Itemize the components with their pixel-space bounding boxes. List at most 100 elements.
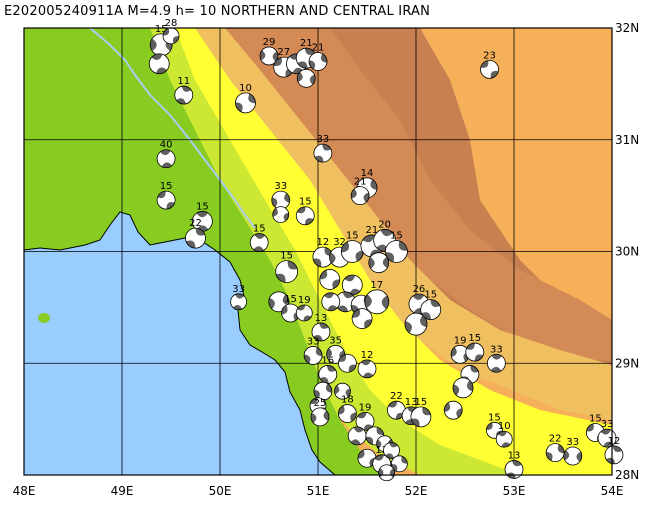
foothill-band (180, 28, 612, 420)
beachball-quadrant (586, 423, 594, 432)
beachball-quadrant (287, 260, 298, 270)
island (38, 313, 50, 323)
mountain-band (190, 28, 612, 360)
event-depth-label: 12 (608, 436, 621, 447)
beachball-quadrant (160, 149, 171, 156)
beachball-quadrant (363, 424, 373, 431)
beachball-quadrant (376, 439, 382, 449)
event-beachball: 12 (604, 436, 624, 465)
event-beachball: 16 (318, 355, 338, 384)
event-beachball: 17 (364, 280, 390, 315)
beachball-quadrant (576, 451, 582, 462)
beachball-quadrant (412, 293, 425, 300)
beachball-base (297, 69, 316, 88)
event-beachball (319, 269, 341, 290)
beachball-outline (368, 252, 390, 274)
beachball-quadrant (304, 218, 314, 225)
beachball-quadrant (422, 407, 431, 416)
event-depth-label: 16 (321, 355, 334, 366)
beachball-outline (443, 400, 463, 420)
x-tick-label: 48E (13, 484, 36, 498)
beachball-quadrant (322, 144, 332, 151)
beachball-outline (485, 421, 503, 439)
event-depth-label: 19 (454, 335, 467, 346)
beachball-quadrant (388, 401, 398, 408)
beachball-outline (378, 464, 396, 482)
beachball-quadrant (254, 233, 265, 239)
event-depth-label: 12 (361, 350, 374, 361)
y-tick-label: 28N (615, 468, 639, 482)
event-depth-label: 15 (155, 24, 168, 35)
event-depth-label: 12 (375, 445, 388, 456)
beachball-quadrant (195, 228, 205, 236)
beachball-outline (174, 85, 194, 105)
event-beachball: 12 (357, 350, 377, 379)
beachball-outline (313, 143, 333, 163)
beachball-quadrant (260, 50, 266, 61)
event-beachball (296, 68, 316, 88)
beachball-outline (351, 308, 373, 329)
event-beachball: 22 (545, 434, 565, 463)
event-beachball: 21 (308, 43, 328, 71)
event-beachball: 15 (249, 224, 269, 252)
event-depth-label: 14 (361, 168, 374, 179)
event-depth-label: 26 (413, 284, 426, 295)
event-depth-label: 32 (333, 237, 346, 248)
beachball-quadrant (320, 53, 327, 63)
beachball-quadrant (398, 240, 408, 251)
beachball-quadrant (362, 234, 375, 243)
beachball-quadrant (273, 57, 282, 67)
event-depth-label: 10 (498, 421, 511, 432)
y-tick-label: 31N (615, 133, 639, 147)
beachball-base (358, 359, 376, 378)
event-depth-label: 15 (253, 224, 266, 235)
beachball-quadrant (364, 294, 372, 309)
beachball-quadrant (272, 51, 279, 62)
beachball-quadrant (466, 343, 475, 350)
beachball-quadrant (563, 450, 570, 461)
event-depth-label: 22 (189, 218, 202, 229)
beachball-quadrant (365, 436, 374, 445)
beachball-quadrant (281, 305, 288, 315)
event-depth-label: 21 (300, 38, 313, 49)
beachball-quadrant (603, 441, 614, 448)
event-beachball (341, 274, 363, 296)
beachball-base (364, 289, 389, 314)
beachball-outline (364, 289, 390, 315)
event-depth-label: 21 (366, 225, 379, 236)
event-depth-label: 12 (317, 237, 330, 248)
beachball-quadrant (157, 191, 166, 199)
event-depth-label: 33 (307, 336, 320, 347)
event-depth-label: 35 (329, 335, 342, 346)
beachball-outline (319, 269, 341, 290)
beachball-outline (597, 428, 617, 448)
event-depth-label: 15 (415, 397, 428, 408)
beachball-quadrant (233, 304, 243, 310)
event-beachball: 40 (156, 140, 176, 169)
beachball-quadrant (338, 354, 347, 362)
event-beachball: 21 (350, 177, 370, 206)
beachball-quadrant (360, 359, 372, 366)
event-beachball: 23 (480, 50, 499, 79)
beachball-quadrant (391, 463, 398, 472)
event-depth-label: 33 (601, 419, 614, 430)
beachball-outline (295, 304, 313, 322)
persian-gulf (24, 212, 335, 475)
beachball-quadrant (235, 293, 245, 299)
x-tick-label: 50E (209, 484, 232, 498)
y-tick-label: 30N (615, 245, 639, 259)
beachball-quadrant (338, 405, 345, 415)
beachball-outline (321, 292, 341, 312)
event-beachball: 33 (303, 336, 323, 365)
beachball-quadrant (546, 452, 553, 461)
beachball-quadrant (376, 427, 384, 436)
beachball-quadrant (309, 74, 316, 85)
event-depth-label: 22 (549, 434, 562, 445)
beachball-quadrant (297, 71, 303, 83)
event-depth-label: 15 (424, 290, 437, 301)
event-depth-label: 15 (299, 197, 312, 208)
beachball-base (250, 233, 269, 252)
beachball-quadrant (362, 372, 374, 378)
